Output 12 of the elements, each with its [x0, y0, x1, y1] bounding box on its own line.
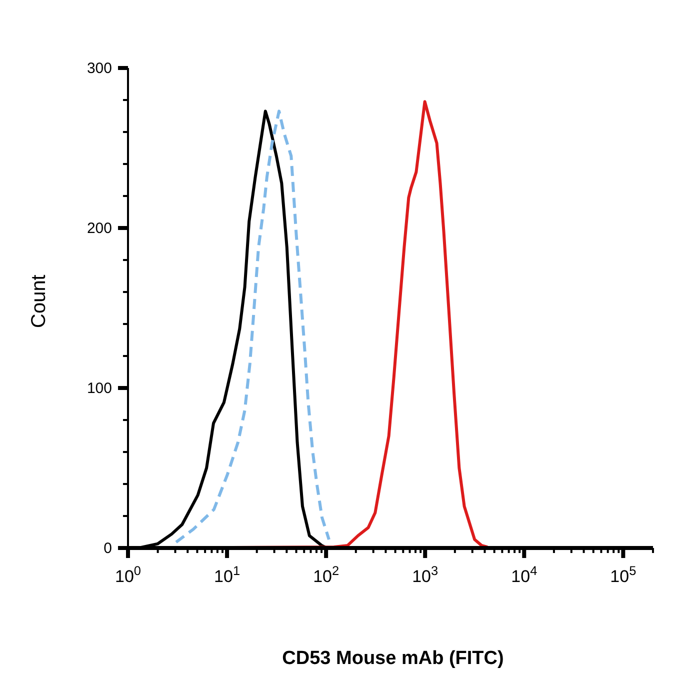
y-tick-label: 200	[86, 220, 112, 237]
y-tick-label: 300	[86, 60, 112, 77]
x-tick-label: 10$^{5}$	[610, 562, 636, 586]
x-axis-title: CD53 Mouse mAb (FITC)	[281, 648, 505, 670]
x-tick-label: 10$^{3}$	[412, 562, 438, 586]
x-tick-label: 10$^{0}$	[114, 562, 142, 586]
x-tick-label: 10$^{2}$	[313, 562, 340, 586]
x-tick-label: 10$^{1}$	[214, 562, 240, 586]
y-tick-label: 100	[86, 380, 112, 397]
y-axis-title: Count	[28, 274, 51, 328]
x-tick-label: 10$^{4}$	[511, 562, 538, 586]
y-tick-label: 0	[104, 540, 112, 557]
